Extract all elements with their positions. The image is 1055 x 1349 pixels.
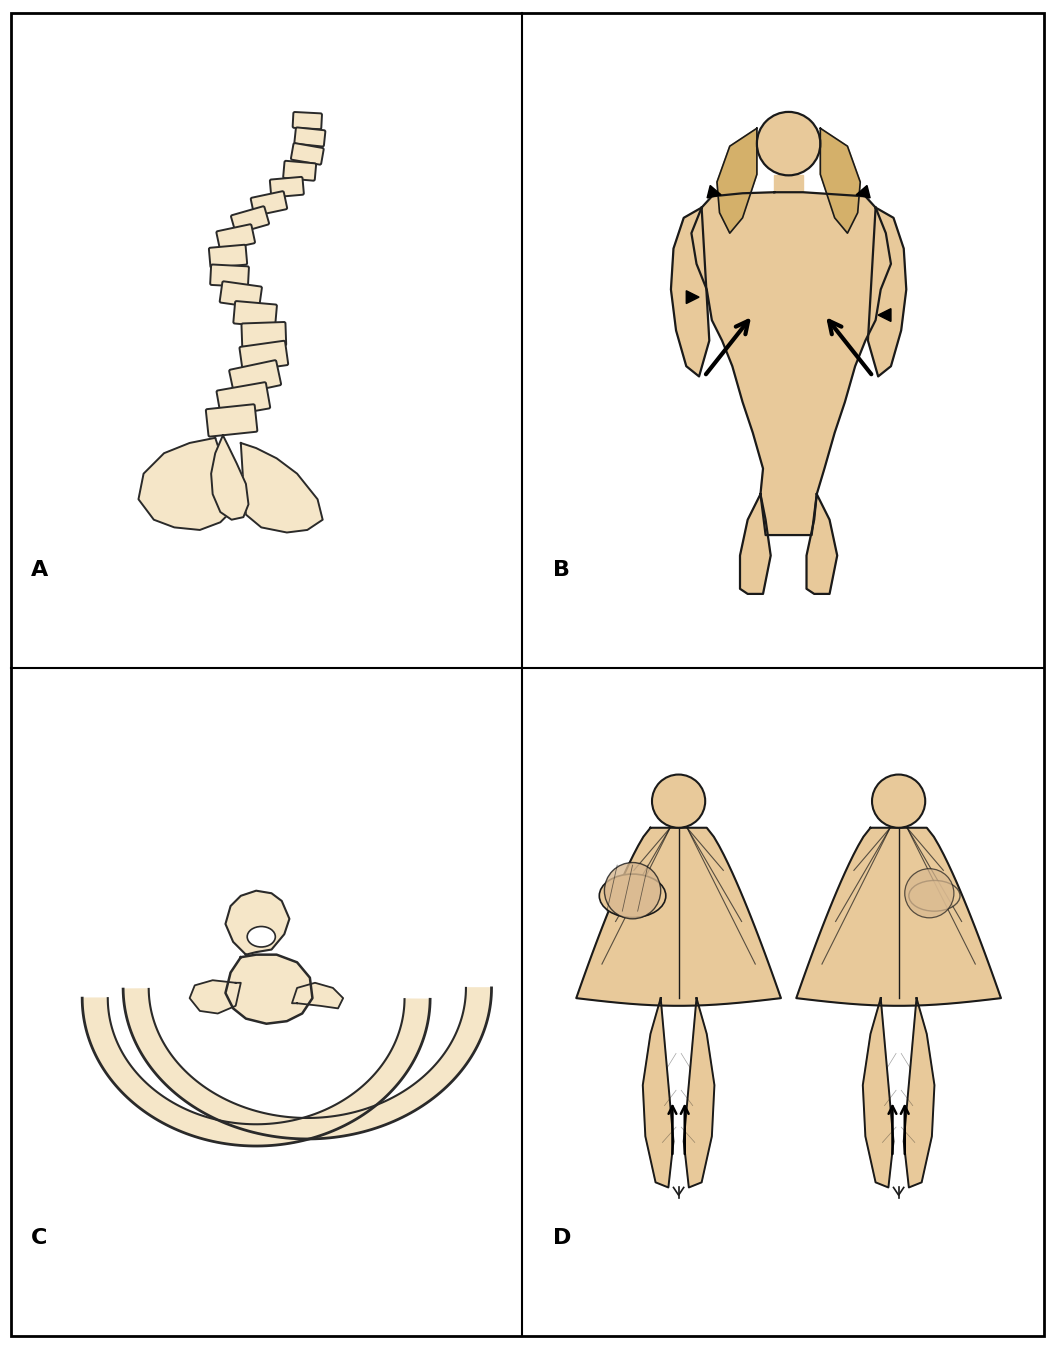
Polygon shape (123, 987, 492, 1139)
Polygon shape (671, 208, 709, 376)
Circle shape (872, 774, 925, 828)
Text: D: D (553, 1228, 572, 1248)
FancyBboxPatch shape (216, 382, 270, 417)
Polygon shape (740, 494, 771, 594)
Circle shape (652, 774, 705, 828)
Polygon shape (226, 955, 312, 1024)
FancyBboxPatch shape (229, 360, 281, 395)
Polygon shape (797, 828, 1001, 1006)
Text: B: B (553, 560, 571, 580)
Ellipse shape (908, 881, 960, 911)
Polygon shape (241, 442, 323, 533)
Polygon shape (806, 494, 838, 594)
Polygon shape (821, 128, 860, 233)
FancyBboxPatch shape (283, 161, 316, 181)
FancyBboxPatch shape (231, 206, 269, 233)
Circle shape (605, 862, 660, 919)
Polygon shape (576, 828, 781, 1006)
Polygon shape (707, 186, 721, 198)
Polygon shape (642, 998, 673, 1187)
Polygon shape (691, 193, 890, 536)
Polygon shape (292, 983, 343, 1008)
Polygon shape (878, 309, 890, 321)
Circle shape (756, 112, 821, 175)
FancyBboxPatch shape (216, 224, 255, 250)
FancyBboxPatch shape (242, 322, 286, 347)
FancyBboxPatch shape (239, 341, 288, 371)
Polygon shape (211, 436, 249, 519)
Polygon shape (687, 291, 699, 304)
FancyBboxPatch shape (206, 405, 257, 437)
Polygon shape (138, 438, 233, 530)
FancyBboxPatch shape (291, 143, 324, 165)
Ellipse shape (247, 927, 275, 947)
Polygon shape (190, 981, 241, 1013)
FancyBboxPatch shape (209, 244, 247, 267)
Polygon shape (226, 890, 289, 955)
Polygon shape (684, 998, 714, 1187)
Polygon shape (868, 208, 906, 376)
FancyBboxPatch shape (294, 127, 325, 147)
Polygon shape (82, 998, 430, 1147)
FancyBboxPatch shape (292, 112, 322, 130)
Polygon shape (717, 128, 756, 233)
FancyBboxPatch shape (210, 264, 249, 287)
Ellipse shape (599, 874, 666, 917)
Polygon shape (774, 175, 803, 193)
Polygon shape (904, 998, 935, 1187)
Text: C: C (31, 1228, 47, 1248)
Polygon shape (857, 186, 870, 198)
FancyBboxPatch shape (251, 192, 287, 216)
Text: A: A (31, 560, 49, 580)
Polygon shape (863, 998, 894, 1187)
FancyBboxPatch shape (270, 177, 304, 197)
FancyBboxPatch shape (233, 301, 276, 326)
FancyBboxPatch shape (219, 282, 262, 308)
Circle shape (905, 869, 954, 917)
